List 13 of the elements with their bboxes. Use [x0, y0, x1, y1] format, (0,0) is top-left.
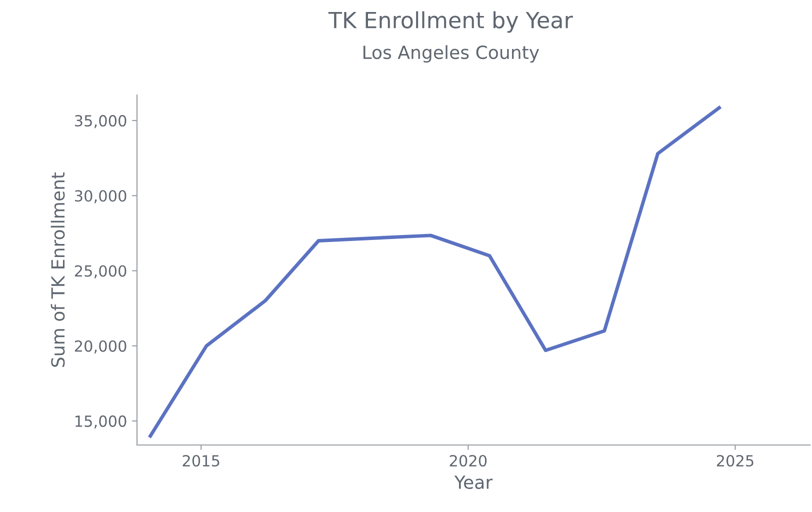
x-tick-label: 2020	[450, 454, 487, 467]
chart-subtitle: Los Angeles County	[363, 45, 540, 63]
chart-title: TK Enrollment by Year	[328, 11, 573, 33]
y-tick-label: 20,000	[74, 340, 126, 354]
x-tick-label: 2015	[182, 454, 220, 467]
y-tick-label: 30,000	[74, 190, 126, 204]
x-axis-title: Year	[454, 476, 493, 490]
line-series	[148, 106, 721, 438]
y-tick-label: 25,000	[74, 265, 126, 278]
y-tick-label: 15,000	[76, 415, 126, 429]
y-tick-label: 35,000	[74, 115, 126, 128]
x-tick-label: 2025	[716, 454, 754, 467]
y-axis-title: Sum of TK Enrollment	[50, 172, 65, 367]
